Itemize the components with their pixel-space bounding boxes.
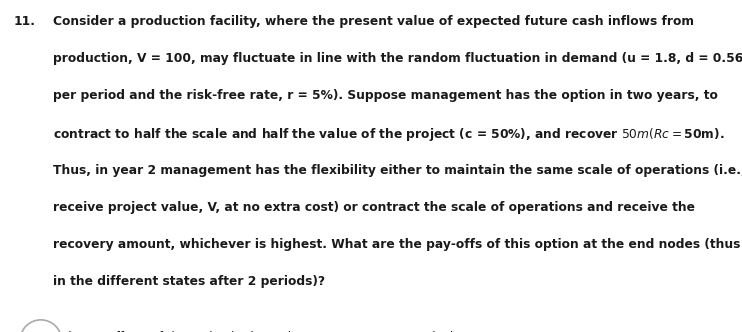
Text: 11.: 11. [13,15,36,28]
Text: recovery amount, whichever is highest. What are the pay-offs of this option at t: recovery amount, whichever is highest. W… [53,238,741,251]
Text: contract to half the scale and half the value of the project (c = 50%), and reco: contract to half the scale and half the … [53,126,725,143]
Text: The payoffs, F, of the option in the end note states are respectively: F = 324 ,: The payoffs, F, of the option in the end… [61,331,617,332]
Text: in the different states after 2 periods)?: in the different states after 2 periods)… [53,275,326,288]
Text: Thus, in year 2 management has the flexibility either to maintain the same scale: Thus, in year 2 management has the flexi… [53,164,742,177]
Text: Consider a production facility, where the present value of expected future cash : Consider a production facility, where th… [53,15,695,28]
Text: per period and the risk-free rate, r = 5%). Suppose management has the option in: per period and the risk-free rate, r = 5… [53,89,718,102]
Text: production, V = 100, may fluctuate in line with the random fluctuation in demand: production, V = 100, may fluctuate in li… [53,52,742,65]
Text: receive project value, V, at no extra cost) or contract the scale of operations : receive project value, V, at no extra co… [53,201,695,214]
